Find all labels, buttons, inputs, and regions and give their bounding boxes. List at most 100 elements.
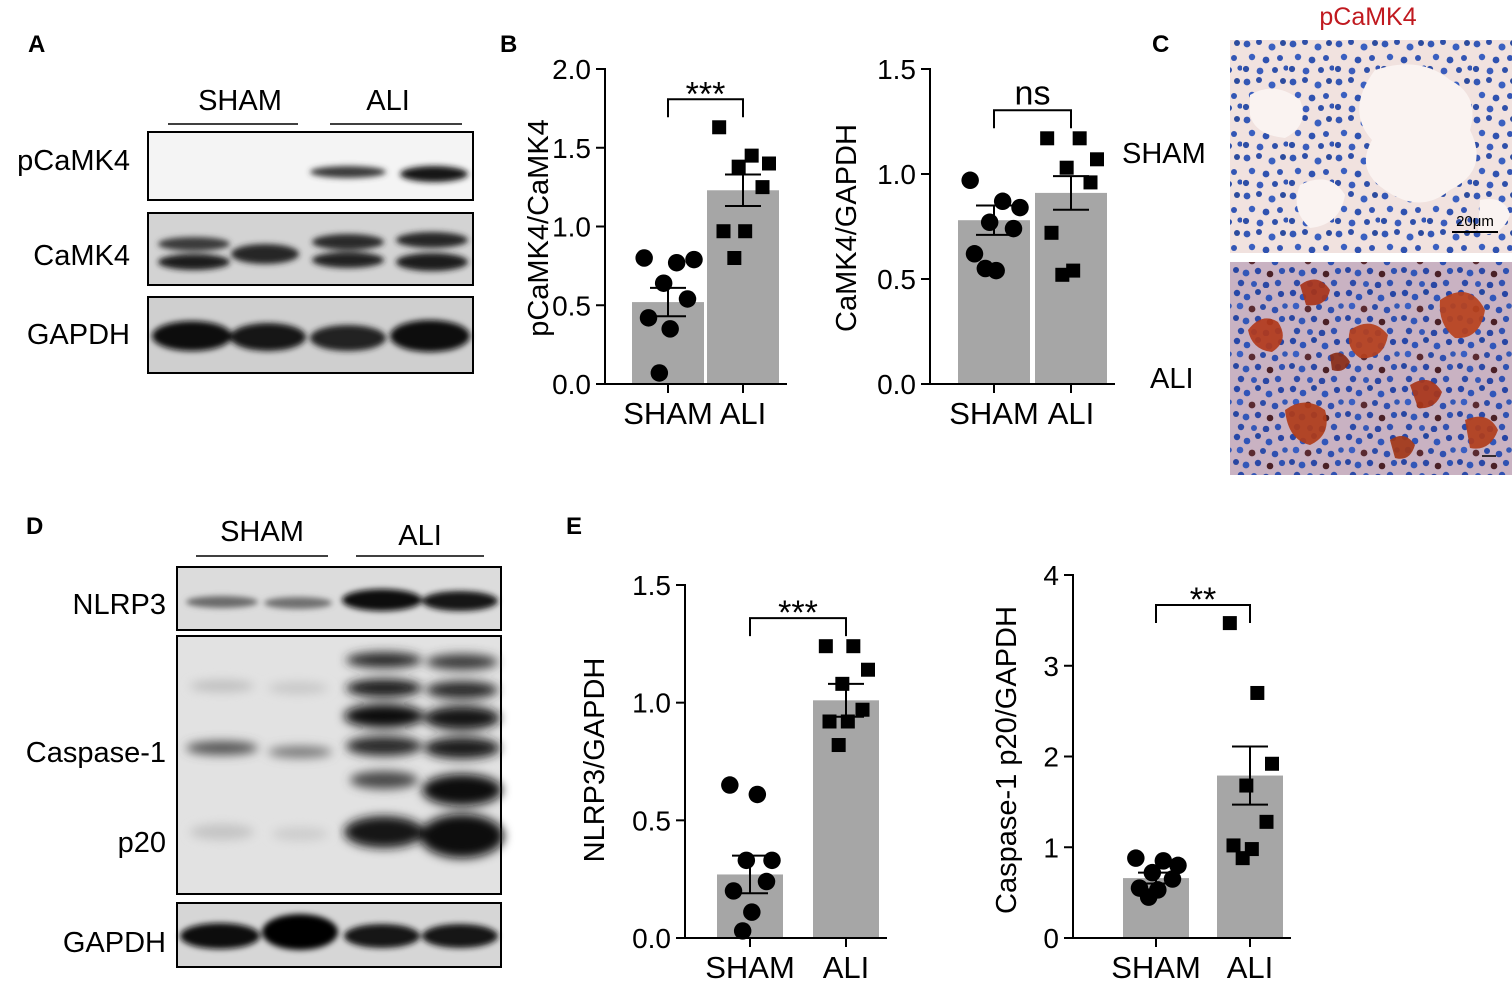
data-point-e1-sham	[724, 882, 743, 900]
y-tick-label-e1: 1.0	[632, 688, 671, 719]
y-tick-label-b1: 0.0	[552, 369, 591, 400]
data-point-b1-sham	[654, 274, 673, 292]
scale-bar-label: 20μm	[1456, 213, 1494, 230]
y-axis-label-b1: pCaMK4/CaMK4	[523, 119, 555, 337]
data-point-e1-sham	[733, 922, 752, 940]
significance-bracket-e1	[749, 617, 847, 637]
group-label-ali-d: ALI	[398, 520, 442, 552]
data-point-e1-sham	[721, 776, 739, 794]
bar-e1-ali	[813, 700, 879, 938]
y-tick-label-b2: 0.0	[877, 369, 916, 400]
blot-bands-gapdh	[152, 320, 470, 352]
y-axis-label-e2: Caspase-1 p20/GAPDH	[991, 606, 1023, 914]
data-point-e2-ali	[1235, 851, 1250, 866]
x-tick-label-b2-sham: SHAM	[949, 396, 1039, 431]
x-tick-label-e1-ali: ALI	[823, 950, 870, 985]
data-point-e1-ali	[818, 639, 833, 654]
y-axis-label-b2: CaMK4/GAPDH	[831, 124, 863, 332]
significance-bracket-b2	[993, 109, 1072, 129]
bar-b1-ali	[707, 190, 779, 384]
blot-row-label-gapdh: GAPDH	[27, 319, 130, 351]
group-label-sham: SHAM	[198, 85, 282, 117]
data-point-b2-sham	[976, 259, 995, 278]
y-tick-label-e2: 3	[1043, 651, 1059, 682]
blot-row-label-gapdh-d: GAPDH	[63, 927, 166, 959]
data-point-b1-sham	[667, 253, 686, 272]
x-tick-label-b2-ali: ALI	[1048, 396, 1095, 431]
panel-letter-d: D	[26, 513, 43, 540]
significance-label-b2: ns	[1015, 74, 1051, 112]
ihc-image-ali	[1230, 262, 1512, 475]
data-point-e2-ali	[1239, 778, 1254, 793]
panel-letter-e: E	[566, 513, 582, 540]
data-point-b2-ali	[1044, 225, 1059, 240]
ihc-image-sham: 20μm	[1230, 40, 1512, 253]
data-point-b1-sham	[635, 249, 653, 267]
data-point-e2-sham	[1139, 888, 1158, 906]
data-point-b1-ali	[762, 156, 776, 171]
data-point-e1-sham	[763, 851, 781, 870]
blot-bands-camk4	[158, 232, 468, 271]
blot-bands-nlrp3	[186, 589, 498, 611]
y-tick-label-b2: 0.5	[877, 264, 916, 295]
x-tick-label-b1-sham: SHAM	[623, 396, 713, 431]
x-tick-label-b1-ali: ALI	[720, 396, 767, 431]
data-point-b1-ali	[744, 148, 759, 163]
y-tick-label-e2: 1	[1043, 832, 1059, 863]
y-tick-label-b2: 1.0	[877, 159, 916, 190]
y-tick-label-e2: 0	[1043, 923, 1059, 954]
significance-label-e2: **	[1190, 581, 1216, 619]
x-tick-label-e1-sham: SHAM	[705, 950, 795, 985]
x-tick-label-e2-sham: SHAM	[1111, 950, 1201, 985]
data-point-b1-sham	[661, 320, 679, 338]
significance-bracket-e2	[1155, 604, 1251, 623]
panel-c: C pCaMK4 SHAM ALI 20μm	[1122, 3, 1512, 475]
blot-row-label-nlrp3: NLRP3	[73, 589, 167, 621]
data-point-b2-ali	[1072, 131, 1087, 146]
data-point-e1-ali	[831, 738, 846, 753]
data-point-e1-ali	[822, 714, 837, 729]
data-point-e1-ali	[855, 702, 870, 717]
ihc-condition-ali: ALI	[1150, 363, 1194, 395]
data-point-b1-ali	[716, 224, 731, 239]
significance-bracket-b1	[667, 98, 744, 118]
data-point-e2-ali	[1259, 814, 1274, 829]
data-point-e1-ali	[846, 639, 861, 654]
data-point-b1-sham	[685, 250, 703, 269]
data-point-b2-ali	[1055, 267, 1070, 282]
data-point-b1-ali	[727, 251, 742, 265]
ihc-condition-sham: SHAM	[1122, 138, 1206, 170]
bar-b2-sham	[958, 220, 1030, 384]
chart-caspase1-p20-gapdh: 0 1 2 3 4 SHAM ALI Caspase-1 p20/GAPDH **	[991, 560, 1291, 985]
blot-row-label-camk4: CaMK4	[33, 240, 130, 272]
data-point-e2-sham	[1154, 852, 1173, 870]
significance-label-e1: ***	[778, 594, 818, 632]
data-point-b1-ali	[755, 180, 770, 195]
blot-bands-gapdh-d	[180, 914, 498, 950]
y-tick-label-b1: 2.0	[552, 54, 591, 85]
blot-row-label-caspase1: Caspase-1	[26, 737, 166, 769]
y-tick-label-e1: 0.5	[632, 805, 671, 836]
data-point-b2-sham	[965, 245, 984, 263]
data-point-b2-ali	[1040, 131, 1055, 146]
data-point-e1-sham	[748, 785, 767, 804]
data-point-e1-ali	[861, 662, 875, 677]
data-point-e2-sham	[1163, 870, 1182, 888]
data-point-b2-sham	[980, 213, 999, 232]
panel-a: A SHAM ALI pCaMK4 CaMK4 GAPDH	[17, 31, 474, 374]
y-tick-label-b1: 1.0	[552, 212, 591, 243]
panel-letter-b: B	[500, 31, 517, 58]
chart-nlrp3-gapdh: 0.0 0.5 1.0 1.5 SHAM ALI NLRP3/GAPDH ***	[579, 570, 887, 985]
chart-camk4-gapdh: 0.0 0.5 1.0 1.5 SHAM ALI CaMK4/GAPDH ns	[831, 54, 1115, 431]
blot-bands-pcamk4	[310, 166, 468, 182]
data-point-b1-sham	[639, 309, 658, 327]
data-point-b2-ali	[1083, 175, 1098, 190]
y-tick-label-b1: 0.5	[552, 290, 591, 321]
data-point-e2-sham	[1127, 849, 1145, 867]
blot-row-label-p20: p20	[118, 827, 166, 859]
blot-row-label-pcamk4: pCaMK4	[17, 145, 130, 177]
data-point-b2-sham	[1011, 198, 1029, 217]
data-point-b2-ali	[1090, 152, 1104, 167]
ihc-title: pCaMK4	[1319, 3, 1416, 31]
significance-label-b1: ***	[686, 75, 726, 113]
